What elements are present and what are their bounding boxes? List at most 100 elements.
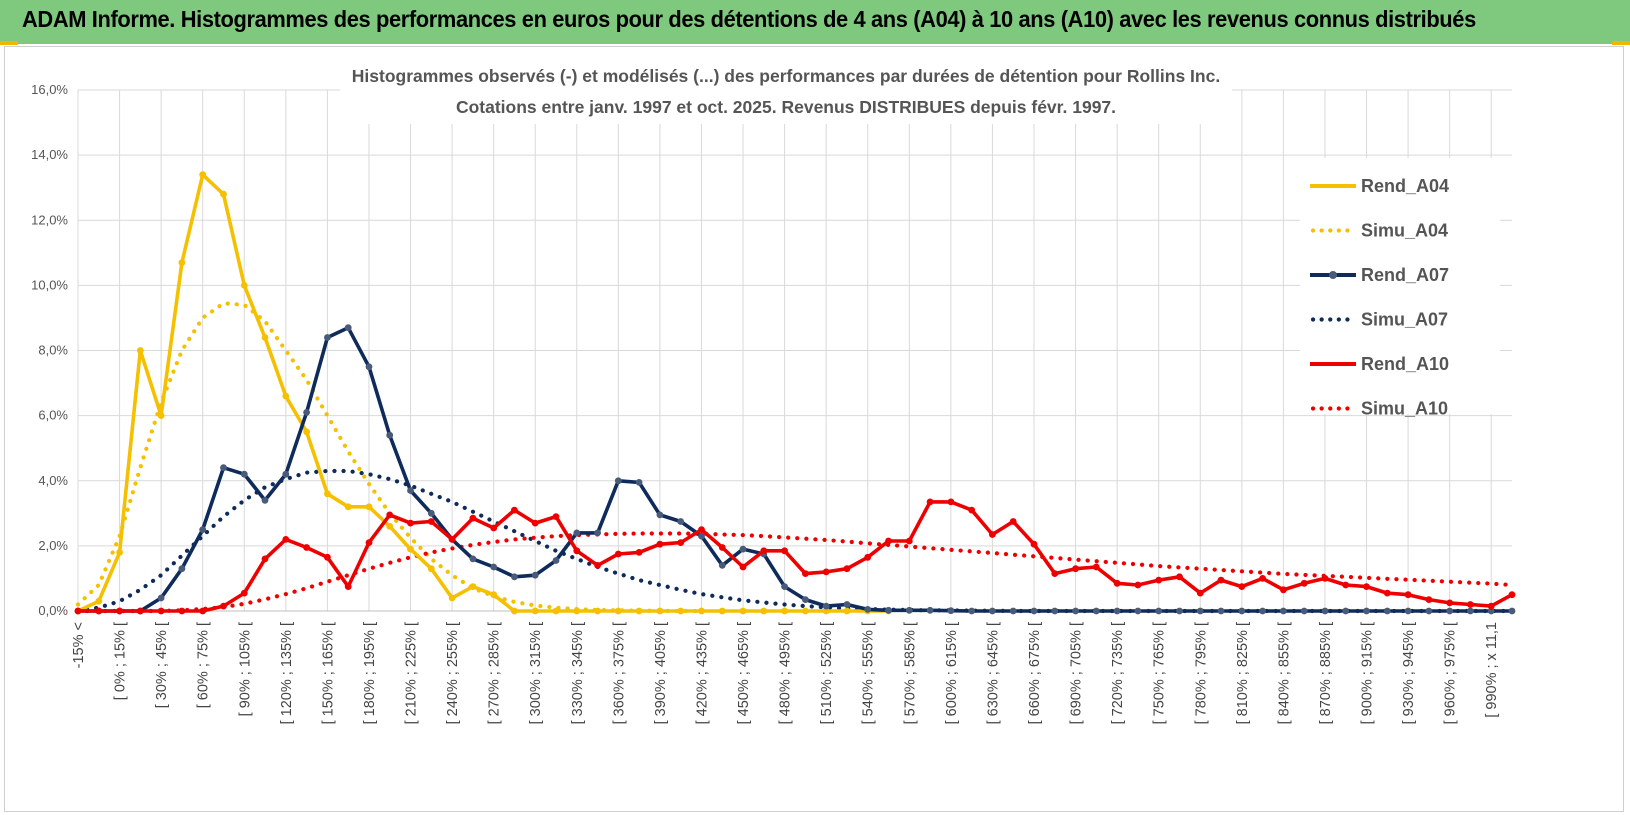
point-Rend_A04 xyxy=(469,583,477,590)
legend-item-Simu_A04[interactable]: Simu_A04 xyxy=(1310,221,1448,241)
legend-item-Rend_A04[interactable]: Rend_A04 xyxy=(1310,176,1449,196)
point-Rend_A10 xyxy=(220,602,227,610)
chart-title: Histogrammes observés (-) et modélisés (… xyxy=(352,66,1220,117)
point-Rend_A10 xyxy=(1508,591,1516,599)
point-Rend_A10 xyxy=(718,544,726,551)
series-Simu_A07 xyxy=(75,468,1515,614)
point-Rend_A10 xyxy=(656,540,664,548)
point-Rend_A10 xyxy=(989,531,996,538)
y-tick-label: 12,0% xyxy=(31,212,68,227)
point-Rend_A04 xyxy=(822,607,830,615)
x-tick-label: [ 990% ; x 11,1 xyxy=(1484,622,1500,718)
x-tick-label: [ 300% ; 315% [ xyxy=(528,622,544,724)
point-Rend_A10 xyxy=(843,565,851,573)
point-Rend_A10 xyxy=(1030,540,1038,548)
point-Rend_A07 xyxy=(490,563,498,571)
legend-item-Simu_A07[interactable]: Simu_A07 xyxy=(1310,310,1448,330)
point-Rend_A04 xyxy=(614,607,622,615)
point-Rend_A10 xyxy=(1051,570,1059,577)
point-Rend_A04 xyxy=(698,607,705,615)
point-Rend_A04 xyxy=(635,607,643,615)
point-Rend_A04 xyxy=(199,171,207,179)
point-Rend_A04 xyxy=(531,607,539,615)
x-tick-label: [ 960% ; 975% [ xyxy=(1443,622,1459,724)
point-Rend_A10 xyxy=(905,537,913,545)
grid xyxy=(77,89,1512,612)
point-Rend_A07 xyxy=(739,545,747,553)
point-Rend_A07 xyxy=(1300,607,1308,615)
point-Rend_A10 xyxy=(511,506,518,514)
point-Rend_A07 xyxy=(718,562,726,569)
y-tick-label: 16,0% xyxy=(31,82,68,97)
point-Rend_A07 xyxy=(1238,607,1246,615)
series-Simu_A10 xyxy=(75,531,1515,614)
point-Rend_A07 xyxy=(1030,607,1038,615)
legend-item-Rend_A10[interactable]: Rend_A10 xyxy=(1310,354,1449,374)
x-tick-label: [ 930% ; 945% [ xyxy=(1401,622,1417,724)
line-Rend_A04 xyxy=(77,172,889,613)
series-Rend_A10 xyxy=(74,498,1516,615)
point-Rend_A07 xyxy=(1446,607,1454,615)
point-Rend_A04 xyxy=(552,607,560,615)
point-Rend_A07 xyxy=(1321,607,1329,615)
point-Rend_A10 xyxy=(1134,581,1142,589)
point-Rend_A10 xyxy=(864,553,872,561)
point-Rend_A04 xyxy=(282,392,290,400)
legend-item-Simu_A10[interactable]: Simu_A10 xyxy=(1310,399,1448,419)
line-Simu_A07 xyxy=(75,468,1515,614)
point-Rend_A04 xyxy=(220,190,227,198)
point-Rend_A07 xyxy=(802,596,809,603)
point-Rend_A10 xyxy=(885,537,892,545)
point-Rend_A07 xyxy=(656,511,664,519)
point-Rend_A07 xyxy=(864,606,872,613)
point-Rend_A10 xyxy=(760,547,768,555)
point-Rend_A04 xyxy=(490,591,498,599)
point-Rend_A10 xyxy=(1383,589,1391,597)
point-Rend_A07 xyxy=(303,409,310,416)
point-Rend_A10 xyxy=(303,544,310,551)
point-Rend_A10 xyxy=(739,563,747,571)
point-Rend_A07 xyxy=(261,496,269,504)
x-tick-label: [ 270% ; 285% [ xyxy=(487,622,503,724)
x-tick-label: [ 30% ; 45% [ xyxy=(154,622,170,708)
point-Rend_A07 xyxy=(677,518,685,525)
point-Rend_A07 xyxy=(573,529,581,537)
point-Rend_A10 xyxy=(1176,573,1183,581)
chart-frame xyxy=(4,46,1624,812)
point-Rend_A07 xyxy=(1467,607,1474,615)
x-tick-label: [ 450% ; 465% [ xyxy=(736,622,752,724)
legend[interactable]: Rend_A04 Simu_A04 Rend_A07 Simu_A07 Rend_A10… xyxy=(1300,158,1500,419)
x-tick-label: [ 240% ; 255% [ xyxy=(445,622,461,724)
point-Rend_A04 xyxy=(116,549,123,556)
point-Rend_A07 xyxy=(1259,607,1266,615)
y-tick-label: 6,0% xyxy=(38,408,68,423)
point-Rend_A07 xyxy=(199,526,207,533)
x-tick-label: [ 120% ; 135% [ xyxy=(279,622,295,724)
x-tick-label: [ 750% ; 765% [ xyxy=(1152,622,1168,724)
y-tick-label: 10,0% xyxy=(31,277,68,292)
point-Rend_A07 xyxy=(698,532,705,540)
point-Rend_A07 xyxy=(1363,607,1370,615)
point-Rend_A10 xyxy=(1342,581,1350,589)
point-Rend_A07 xyxy=(1176,607,1183,615)
legend-label: Rend_A10 xyxy=(1361,354,1449,374)
point-Rend_A04 xyxy=(760,607,768,615)
point-Rend_A04 xyxy=(344,503,352,511)
point-Rend_A07 xyxy=(531,571,539,579)
line-Simu_A10 xyxy=(75,531,1515,614)
legend-item-Rend_A07[interactable]: Rend_A07 xyxy=(1310,265,1449,285)
point-Rend_A07 xyxy=(1280,607,1287,615)
point-Rend_A07 xyxy=(344,324,352,332)
point-Rend_A07 xyxy=(157,594,165,602)
point-Rend_A10 xyxy=(1446,599,1454,607)
point-Rend_A10 xyxy=(157,607,165,615)
point-Rend_A10 xyxy=(1321,575,1329,582)
legend-label: Simu_A04 xyxy=(1361,221,1448,241)
point-Rend_A07 xyxy=(1134,607,1142,615)
chart-title-background xyxy=(340,60,1232,124)
point-Rend_A07 xyxy=(178,565,186,573)
point-Rend_A07 xyxy=(1383,607,1391,615)
y-tick-label: 0,0% xyxy=(38,603,68,618)
x-tick-label: [ 690% ; 705% [ xyxy=(1069,622,1085,724)
point-Rend_A07 xyxy=(324,334,331,341)
